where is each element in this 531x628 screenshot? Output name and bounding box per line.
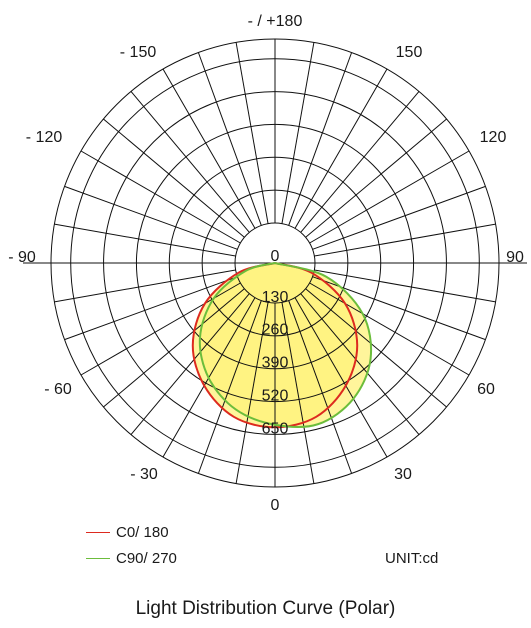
grid-spoke bbox=[103, 288, 245, 408]
angle-label-minus-60: - 60 bbox=[44, 381, 72, 398]
curve-outlines bbox=[191, 261, 373, 429]
ring-label-650: 650 bbox=[262, 420, 289, 437]
angle-label-90: 90 bbox=[506, 249, 524, 266]
curve-c90 bbox=[198, 261, 373, 428]
legend-label-c0: C0/ 180 bbox=[116, 524, 169, 541]
chart-caption: Light Distribution Curve (Polar) bbox=[135, 598, 396, 619]
curve-c0 bbox=[191, 261, 359, 429]
grid-spoke bbox=[162, 68, 256, 229]
unit-label: UNIT:cd bbox=[385, 550, 439, 567]
ring-label-0: 0 bbox=[271, 248, 280, 265]
grid-spoke bbox=[235, 42, 269, 224]
grid-spoke bbox=[305, 118, 447, 238]
grid-spoke bbox=[288, 52, 353, 226]
polar-grid bbox=[23, 38, 527, 488]
grid-spoke bbox=[54, 223, 236, 257]
grid-spoke bbox=[312, 185, 486, 250]
ring-label-520: 520 bbox=[262, 387, 289, 404]
ring-labels: 0 130 260 390 520 650 bbox=[262, 248, 289, 437]
legend-swatch-c90 bbox=[86, 558, 110, 559]
grid-spoke bbox=[281, 302, 315, 484]
grid-spoke bbox=[294, 297, 388, 458]
legend-label-c90: C90/ 270 bbox=[116, 550, 177, 567]
angle-labels: - / +180 - 150 150 - 120 120 - 90 90 - 6… bbox=[8, 13, 524, 514]
angle-label-30: 30 bbox=[394, 466, 412, 483]
grid-spoke bbox=[300, 293, 420, 435]
angle-label-minus-90: - 90 bbox=[8, 249, 36, 266]
grid-spoke bbox=[235, 302, 269, 484]
legend-swatch-c0 bbox=[86, 532, 110, 533]
grid-spoke bbox=[103, 118, 245, 238]
angle-label-180: - / +180 bbox=[248, 13, 303, 30]
grid-spoke bbox=[281, 42, 315, 224]
angle-label-120: 120 bbox=[480, 129, 507, 146]
angle-label-150: 150 bbox=[396, 44, 423, 61]
legend-item-c90: C90/ 270 bbox=[86, 550, 177, 567]
angle-label-60: 60 bbox=[477, 381, 495, 398]
grid-spoke bbox=[130, 293, 250, 435]
grid-spoke bbox=[294, 68, 388, 229]
grid-spoke bbox=[80, 150, 241, 244]
grid-spoke bbox=[288, 300, 353, 474]
ring-label-260: 260 bbox=[262, 322, 289, 339]
grid-spoke bbox=[314, 223, 496, 257]
angle-label-minus-120: - 120 bbox=[26, 129, 63, 146]
grid-spoke bbox=[309, 150, 470, 244]
angle-label-minus-150: - 150 bbox=[120, 44, 157, 61]
grid-spoke bbox=[197, 300, 262, 474]
curve-fill-c90 bbox=[199, 263, 372, 427]
ring-label-130: 130 bbox=[262, 289, 289, 306]
angle-label-0: 0 bbox=[271, 497, 280, 514]
grid-spoke bbox=[64, 185, 238, 250]
grid-spoke bbox=[314, 269, 496, 303]
grid-spoke bbox=[309, 282, 470, 376]
ring-label-390: 390 bbox=[262, 355, 289, 372]
legend-item-c0: C0/ 180 bbox=[86, 524, 169, 541]
grid-spoke bbox=[64, 276, 238, 341]
grid-spoke bbox=[197, 52, 262, 226]
grid-spoke bbox=[305, 288, 447, 408]
grid-spoke bbox=[130, 91, 250, 233]
grid-spoke bbox=[54, 269, 236, 303]
angle-label-minus-30: - 30 bbox=[130, 466, 158, 483]
grid-spoke bbox=[300, 91, 420, 233]
